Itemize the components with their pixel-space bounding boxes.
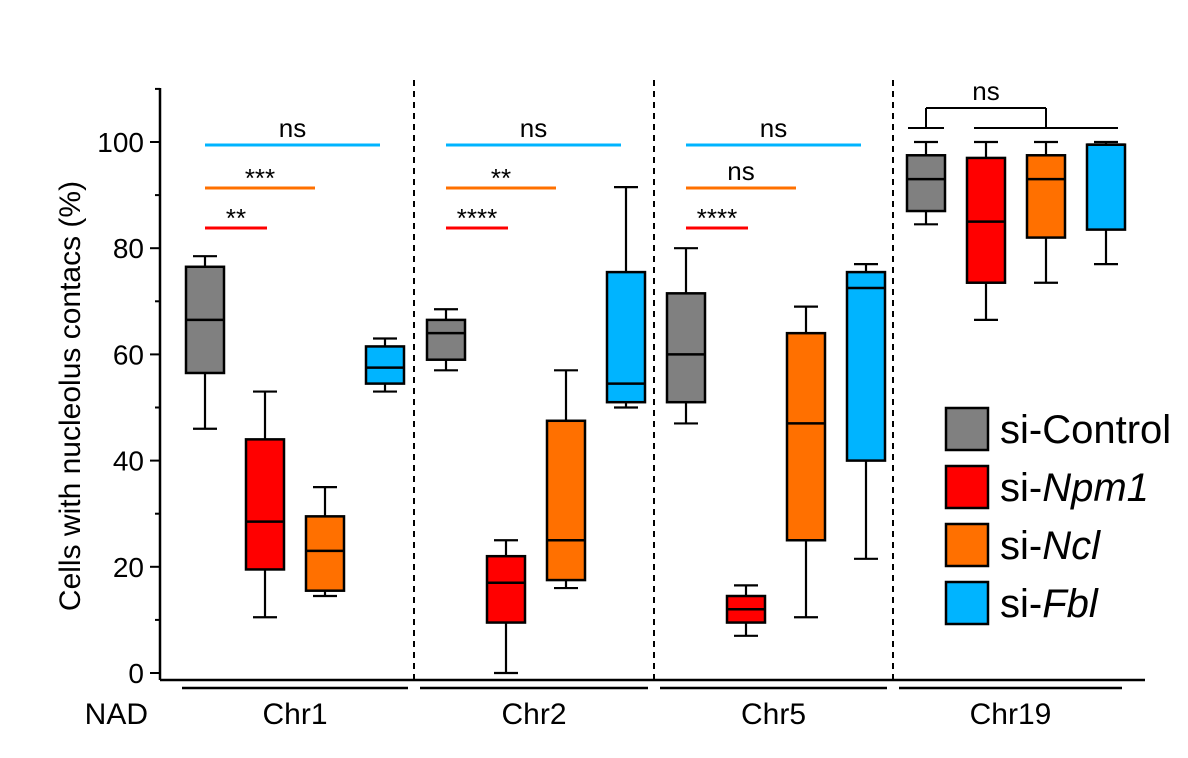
sig-label: *** xyxy=(245,163,275,193)
sig-label: ns xyxy=(727,156,754,186)
sig-label: ns xyxy=(279,113,306,143)
box-Chr19-si-Ncl xyxy=(1025,154,1067,239)
box-Chr19-si-Npm1 xyxy=(965,156,1007,284)
legend-swatch xyxy=(944,580,990,626)
box-Chr2-si-Npm1 xyxy=(485,554,527,624)
legend-prefix: si- xyxy=(1000,466,1042,510)
y-tick-label: 0 xyxy=(128,658,144,689)
group-labels: NAD Chr1 Chr2 Chr5 Chr19 xyxy=(85,686,1122,731)
sig-label: ns xyxy=(972,76,999,106)
group-label-Chr5: Chr5 xyxy=(741,698,806,731)
sig-label: ns xyxy=(520,113,547,143)
group-label-Chr1: Chr1 xyxy=(262,698,327,731)
y-axis-title: Cells with nucleolus contacs (%) xyxy=(54,181,87,611)
legend-label: si-Control xyxy=(1000,408,1171,452)
sig-label: ** xyxy=(226,203,246,233)
box-Chr1-si-Fbl xyxy=(364,345,406,385)
box-Chr2-si-Ncl xyxy=(545,419,587,582)
group-dividers xyxy=(413,80,894,680)
sig-label: ** xyxy=(491,163,511,193)
legend-gene: Ncl xyxy=(1042,524,1101,568)
sig-label: **** xyxy=(697,203,737,233)
legend-gene: Npm1 xyxy=(1042,466,1149,510)
nad-label: NAD xyxy=(85,698,148,731)
box-Chr19-si-Control xyxy=(905,154,947,213)
legend-swatch xyxy=(944,464,990,510)
box-Chr19-si-Fbl xyxy=(1085,143,1127,231)
box-Chr5-si-Ncl xyxy=(785,331,827,542)
y-tick-label: 100 xyxy=(97,127,144,158)
group-label-Chr19: Chr19 xyxy=(970,698,1052,731)
sig-label: ns xyxy=(760,113,787,143)
y-tick-label: 80 xyxy=(113,233,144,264)
legend-swatch xyxy=(944,522,990,568)
sig-label: **** xyxy=(457,203,497,233)
box-layer xyxy=(184,140,1127,675)
box-Chr1-si-Npm1 xyxy=(244,438,286,571)
box-Chr5-si-Fbl xyxy=(845,270,887,462)
legend-gene: Control xyxy=(1042,408,1171,452)
box-Chr1-si-Ncl xyxy=(304,515,346,592)
y-tick-label: 60 xyxy=(113,339,144,370)
legend-prefix: si- xyxy=(1000,408,1042,452)
box-Chr5-si-Control xyxy=(665,292,707,404)
box-Chr2-si-Fbl xyxy=(605,270,647,404)
legend-gene: Fbl xyxy=(1042,582,1099,626)
legend-label: si-Ncl xyxy=(1000,524,1101,568)
legend-prefix: si- xyxy=(1000,582,1042,626)
box-Chr2-si-Control xyxy=(425,318,467,361)
legend-label: si-Fbl xyxy=(1000,582,1099,626)
axis-layer: 0 20 40 60 80 100 Cells with nucleolus contacs… xyxy=(54,87,1145,689)
y-tick-label: 40 xyxy=(113,446,144,477)
legend-label: si-Npm1 xyxy=(1000,466,1149,510)
legend-prefix: si- xyxy=(1000,524,1042,568)
group-label-Chr2: Chr2 xyxy=(501,698,566,731)
legend-swatch xyxy=(944,406,990,452)
y-tick-label: 20 xyxy=(113,552,144,583)
